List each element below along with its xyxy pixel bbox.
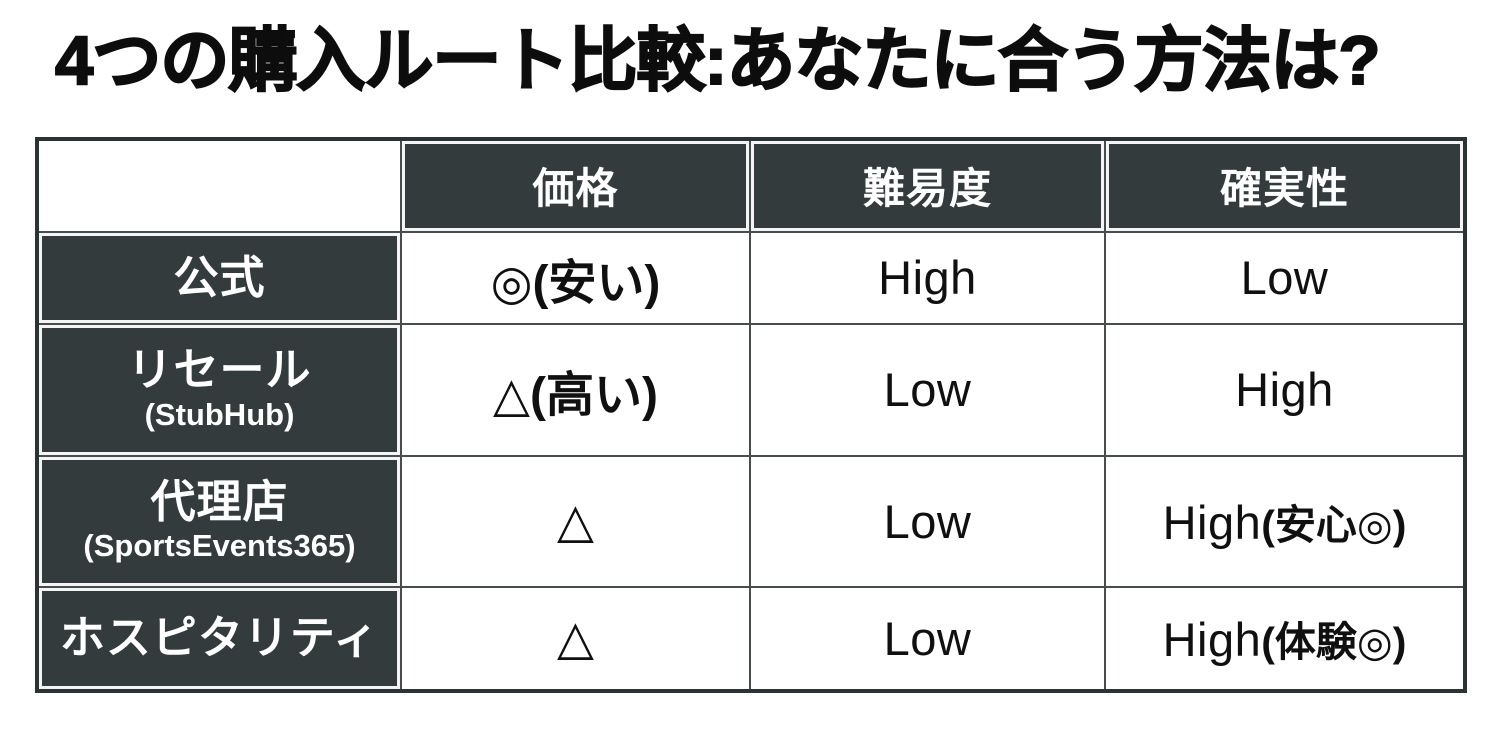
- price-symbol-text: △: [557, 495, 594, 549]
- corner-cell: [36, 137, 402, 233]
- row-label-main: リセール: [127, 344, 312, 396]
- price-symbol-text: △: [557, 612, 594, 666]
- cell-hospitality-price: △: [400, 585, 751, 692]
- certainty-text: High: [1162, 613, 1262, 667]
- cell-official-certainty: Low: [1104, 230, 1466, 325]
- difficulty-text: High: [878, 251, 977, 305]
- table-row-agency: 代理店 (SportsEvents365) △ Low High(安心◎): [36, 454, 1466, 588]
- cell-agency-price: △: [400, 454, 751, 588]
- column-header-price: 価格: [400, 137, 751, 233]
- column-header-difficulty: 難易度: [749, 137, 1106, 233]
- certainty-note: (体験◎): [1261, 619, 1407, 666]
- row-label-sub: (StubHub): [144, 396, 295, 432]
- row-label-main: ホスピタリティ: [59, 612, 380, 664]
- row-label-sub: (SportsEvents365): [83, 528, 356, 564]
- certainty-text: Low: [1240, 251, 1329, 305]
- cell-hospitality-certainty: High(体験◎): [1104, 585, 1466, 692]
- table-row-resale: リセール (StubHub) △(高い) Low High: [36, 322, 1466, 457]
- header-row: 価格 難易度 確実性: [36, 137, 1466, 233]
- row-label-hospitality: ホスピタリティ: [36, 585, 402, 692]
- certainty-text: High: [1162, 496, 1262, 550]
- difficulty-text: Low: [883, 494, 972, 548]
- cell-official-difficulty: High: [749, 230, 1106, 325]
- certainty-note: (安心◎): [1261, 502, 1407, 549]
- row-label-main: 公式: [173, 251, 266, 303]
- row-label-resale: リセール (StubHub): [36, 322, 402, 457]
- cell-resale-price: △(高い): [400, 322, 751, 457]
- comparison-table: 価格 難易度 確実性 公式 ◎(安い) High Low リセール (StubH…: [35, 136, 1467, 693]
- cell-agency-difficulty: Low: [749, 454, 1106, 588]
- column-header-certainty: 確実性: [1104, 137, 1466, 233]
- difficulty-text: Low: [883, 611, 972, 665]
- row-label-main: 代理店: [150, 475, 289, 527]
- table-row-hospitality: ホスピタリティ △ Low High(体験◎): [36, 585, 1466, 692]
- price-symbol-text: △(高い): [493, 368, 658, 422]
- certainty-text: High: [1235, 363, 1334, 417]
- cell-hospitality-difficulty: Low: [749, 585, 1106, 692]
- cell-resale-difficulty: Low: [749, 322, 1106, 457]
- difficulty-text: Low: [883, 363, 972, 417]
- price-symbol-text: ◎(安い): [490, 256, 661, 310]
- table-row-official: 公式 ◎(安い) High Low: [36, 230, 1466, 325]
- page-title: 4つの購入ルート比較:あなたに合う方法は?: [54, 21, 1382, 100]
- cell-official-price: ◎(安い): [400, 230, 751, 325]
- cell-agency-certainty: High(安心◎): [1104, 454, 1466, 588]
- cell-resale-certainty: High: [1104, 322, 1466, 457]
- row-label-official: 公式: [36, 230, 402, 325]
- row-label-agency: 代理店 (SportsEvents365): [36, 454, 402, 588]
